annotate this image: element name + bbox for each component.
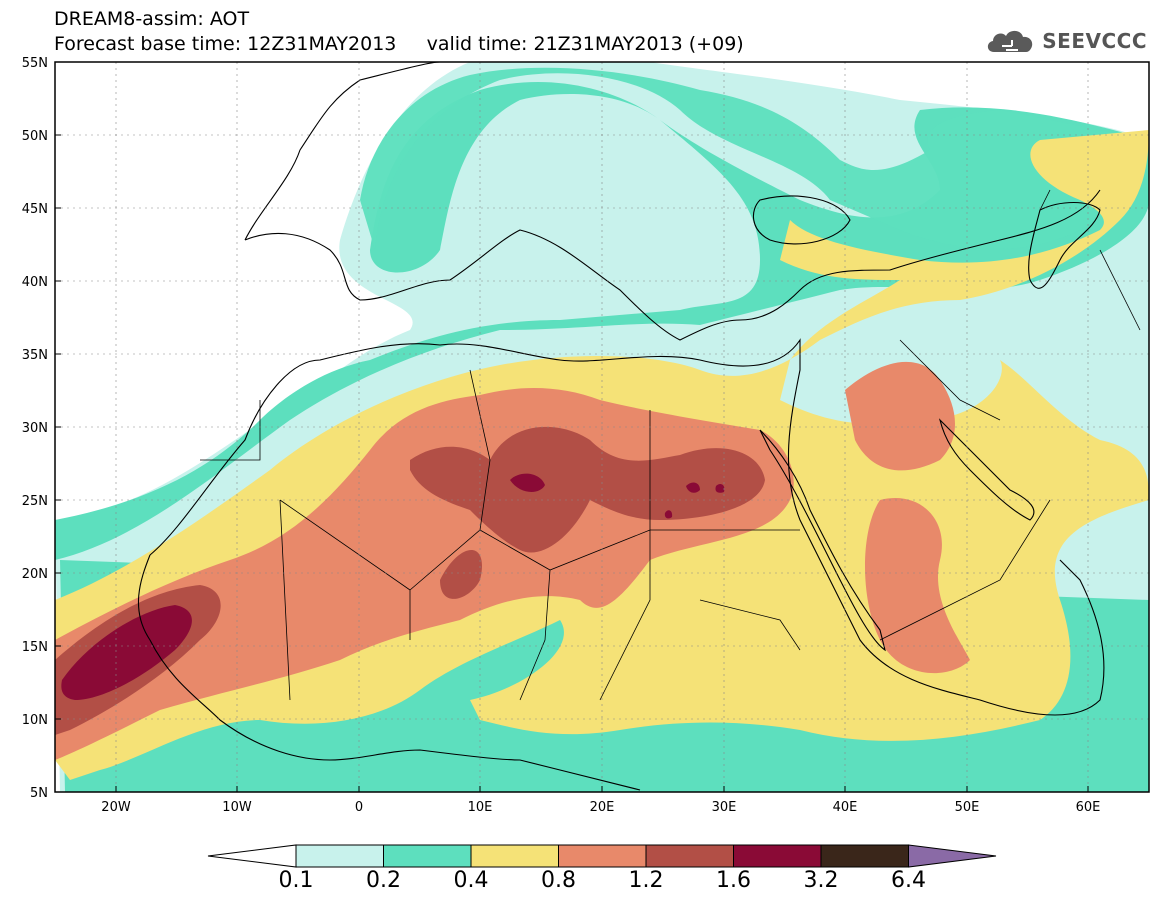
graticule bbox=[55, 62, 1149, 792]
colorbar-label: 0.1 bbox=[278, 868, 314, 893]
africa-coastline bbox=[137, 338, 1105, 791]
colorbar-segment bbox=[820, 844, 909, 868]
lon-tick-label: 60E bbox=[1076, 800, 1101, 815]
lon-tick-label: 0 bbox=[355, 800, 363, 815]
lat-tick-label: 15N bbox=[22, 640, 48, 655]
longitude-labels: 20W 10W 0 10E 20E 30E 40E 50E 60E bbox=[101, 800, 1100, 815]
axis-ticks bbox=[55, 134, 1089, 792]
colorbar-segment bbox=[733, 844, 822, 868]
lat-tick-label: 55N bbox=[22, 56, 48, 71]
lat-tick-label: 45N bbox=[22, 202, 48, 217]
cloud-icon bbox=[988, 30, 1033, 52]
lon-tick-label: 10E bbox=[468, 800, 493, 815]
lat-tick-label: 10N bbox=[22, 713, 48, 728]
chart-title: DREAM8-assim: AOT bbox=[54, 8, 250, 30]
latitude-labels: 55N 50N 45N 40N 35N 30N 25N 20N 15N 10N … bbox=[22, 56, 48, 801]
national-borders bbox=[200, 189, 1141, 701]
seevccc-logo: SEEVCCC bbox=[984, 24, 1147, 58]
forecast-time-subtitle: Forecast base time: 12Z31MAY2013 valid t… bbox=[54, 33, 744, 55]
persian-gulf bbox=[938, 418, 1035, 521]
europe-coastline bbox=[244, 62, 1101, 341]
caspian-sea bbox=[1028, 202, 1101, 289]
lon-tick-label: 50E bbox=[955, 800, 980, 815]
coastlines bbox=[137, 62, 1141, 791]
lon-tick-label: 30E bbox=[712, 800, 737, 815]
lat-tick-label: 35N bbox=[22, 348, 48, 363]
colorbar-segment bbox=[645, 844, 734, 868]
lat-tick-label: 30N bbox=[22, 421, 48, 436]
lat-tick-label: 5N bbox=[30, 786, 48, 801]
lon-tick-label: 40E bbox=[833, 800, 858, 815]
aot-band-0.8-arabia bbox=[845, 361, 970, 674]
colorbar-segment bbox=[470, 844, 559, 868]
lon-tick-label: 20E bbox=[590, 800, 615, 815]
aot-band-1.2 bbox=[55, 426, 765, 735]
aot-field bbox=[55, 62, 1149, 792]
colorbar-label: 1.2 bbox=[628, 868, 664, 893]
colorbar-label: 0.8 bbox=[541, 868, 576, 893]
colorbar-label: 3.2 bbox=[803, 868, 839, 893]
colorbar-segment bbox=[295, 844, 384, 868]
lat-tick-label: 50N bbox=[22, 129, 48, 144]
colorbar-label: 0.4 bbox=[453, 868, 489, 893]
logo-text: SEEVCCC bbox=[1042, 29, 1147, 53]
colorbar-extend-low bbox=[207, 844, 297, 868]
lat-tick-label: 25N bbox=[22, 494, 48, 509]
lon-tick-label: 20W bbox=[101, 800, 131, 815]
colorbar-label: 6.4 bbox=[891, 868, 926, 893]
colorbar bbox=[207, 844, 997, 868]
lat-tick-label: 40N bbox=[22, 275, 48, 290]
lon-tick-label: 10W bbox=[222, 800, 252, 815]
colorbar-label: 0.2 bbox=[366, 868, 401, 893]
lat-tick-label: 20N bbox=[22, 567, 48, 582]
black-sea bbox=[752, 195, 851, 245]
colorbar-extend-high bbox=[908, 844, 997, 868]
red-sea bbox=[759, 429, 886, 652]
aot-band-0.2-north bbox=[360, 67, 1149, 251]
colorbar-label: 1.6 bbox=[716, 868, 751, 893]
colorbar-segment bbox=[558, 844, 647, 868]
aot-band-1.6 bbox=[61, 473, 725, 700]
colorbar-segment bbox=[383, 844, 472, 868]
